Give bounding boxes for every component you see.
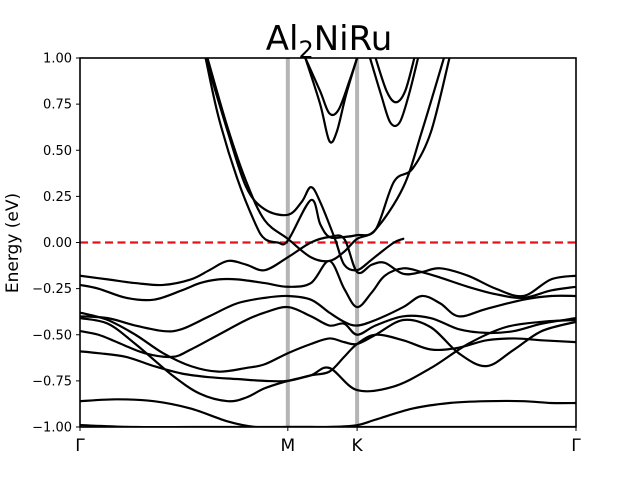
y-tick-label: 0.50 <box>43 144 72 159</box>
y-tick-label: −0.50 <box>32 328 72 343</box>
y-tick-label: −1.00 <box>32 421 72 436</box>
y-axis-label: Energy (eV) <box>3 193 23 293</box>
band-10 <box>206 58 446 263</box>
band-14 <box>304 58 359 117</box>
y-tick-label: −0.25 <box>32 282 72 297</box>
title-rest: NiRu <box>314 19 393 59</box>
x-tick-label: Γ <box>75 436 85 456</box>
band-2 <box>80 398 576 427</box>
title-base: Al <box>266 19 299 59</box>
y-axis: −1.00 −0.75 −0.50 −0.25 0.00 0.25 0.50 0.75 1.00 <box>32 52 80 436</box>
x-tick-label: Γ <box>571 436 581 456</box>
chart-title: Al2NiRu <box>266 19 393 64</box>
band-7 <box>80 294 576 333</box>
title-subscript: 2 <box>298 36 313 64</box>
y-tick-label: −0.75 <box>32 374 72 389</box>
band-5 <box>80 333 576 383</box>
y-tick-label: 0.25 <box>43 190 72 205</box>
y-tick-label: 0.75 <box>43 98 72 113</box>
y-tick-label: 0.00 <box>43 236 72 251</box>
x-tick-label: M <box>280 436 295 456</box>
band-11 <box>204 58 451 246</box>
x-tick-label: K <box>352 436 364 456</box>
band-13 <box>304 58 359 144</box>
band-15 <box>368 58 420 128</box>
band-16 <box>374 58 416 104</box>
band-12 <box>204 58 405 272</box>
band-9 <box>80 234 576 298</box>
y-tick-label: 1.00 <box>43 52 72 67</box>
band-4 <box>80 311 576 373</box>
band-6 <box>80 305 576 359</box>
bands-layer <box>80 58 576 427</box>
band-8 <box>80 259 576 309</box>
